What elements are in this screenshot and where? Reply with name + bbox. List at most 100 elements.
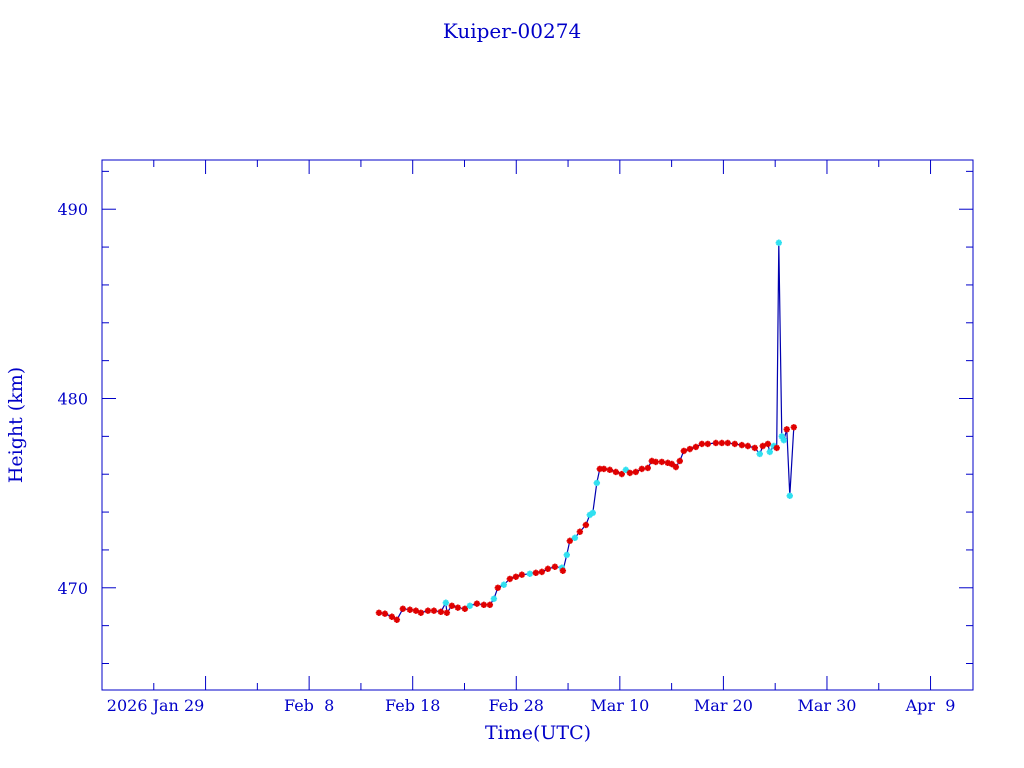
data-point-red [648,457,656,465]
data-markers [375,239,798,623]
data-point-red [388,613,396,620]
y-tick-label: 470 [57,579,88,598]
y-tick-labels: 470 480 490 [57,200,88,598]
data-point-red [764,440,772,448]
data-point-red [652,458,659,466]
data-point-red [676,457,684,465]
data-point-red [738,441,746,449]
x-tick-labels: 2026 Jan 29 Feb 8 Feb 18 Feb 28 Mar 10 Mar 20… [107,696,956,715]
data-point-cyan [756,450,763,458]
data-point-cyan [466,602,474,609]
data-point-red [600,465,608,473]
x-axis-label: Time(UTC) [485,722,591,744]
data-point-red [538,568,546,576]
data-point-red [618,470,626,478]
data-point-red [612,468,619,476]
y-tick-label: 490 [57,200,88,219]
data-point-red [672,463,680,471]
x-tick-label: Apr 9 [905,696,956,715]
data-point-red [461,605,469,612]
plot-frame [101,159,974,691]
data-point-red [790,424,798,431]
x-tick-label: Mar 10 [590,696,649,715]
data-point-cyan [442,599,450,606]
data-point-red [626,469,634,477]
data-point-red [658,458,665,466]
data-point-red [417,609,425,616]
data-point-cyan [500,581,508,588]
data-point-red [606,466,613,474]
data-point-red [712,439,720,447]
data-point-red [532,569,540,577]
axis-ticks [101,160,973,690]
x-tick-label: 2026 Jan 29 [107,696,205,715]
data-point-cyan [526,570,534,577]
data-point-red [664,459,671,467]
data-point-red [698,440,706,448]
data-point-red [783,426,790,433]
data-point-red [375,609,383,616]
data-point-red [582,521,590,529]
data-point-red [486,601,494,609]
data-point-red [381,610,389,617]
data-point-red [430,607,438,614]
data-point-cyan [589,509,597,517]
data-point-red [773,444,780,452]
data-point-red [544,565,552,573]
data-point-red [632,468,639,476]
data-point-red [443,609,451,616]
data-point-red [437,608,445,616]
data-point-cyan [770,442,777,450]
data-point-cyan [563,551,571,559]
data-point-red [644,464,651,472]
data-point-red [559,567,567,574]
data-point-red [566,537,574,545]
data-point-red [480,601,488,609]
data-point-red [399,605,407,612]
y-axis-label: Height (km) [5,367,27,483]
data-point-cyan [558,564,566,571]
data-point-red [506,575,514,583]
data-point-red [424,607,432,614]
data-point-cyan [622,466,630,474]
data-point-red [576,528,584,535]
x-tick-label: Feb 8 [284,696,334,715]
data-point-cyan [586,511,594,519]
data-point-red [692,443,700,451]
y-tick-label: 480 [57,390,88,409]
data-point-red [512,573,520,581]
data-point-red [686,445,694,453]
data-point-cyan [490,595,498,602]
data-point-cyan [766,448,774,456]
x-tick-label: Mar 20 [694,696,753,715]
data-point-red [751,444,758,452]
x-tick-label: Mar 30 [797,696,856,715]
data-point-red [731,440,738,448]
data-point-red [518,571,526,578]
data-point-cyan [786,492,793,499]
data-point-red [448,602,456,609]
series-line [378,242,795,621]
data-point-red [551,563,559,570]
data-point-red [668,460,676,468]
data-point-cyan [571,534,579,542]
data-point-red [704,440,711,448]
data-point-cyan [593,479,601,487]
data-point-red [494,584,502,591]
x-tick-label: Feb 28 [489,696,544,715]
data-point-red [596,465,604,473]
data-point-cyan [780,436,787,444]
data-point-red [724,439,731,447]
data-point-red [393,616,401,623]
chart-title: Kuiper-00274 [443,19,581,43]
data-point-red [680,447,688,455]
data-point-cyan [775,239,783,246]
x-tick-label: Feb 18 [385,696,440,715]
data-point-red [759,442,766,450]
data-point-red [406,606,414,613]
data-point-cyan [778,433,786,440]
data-point-red [638,465,645,473]
data-point-red [744,442,752,450]
data-point-red [454,604,462,611]
